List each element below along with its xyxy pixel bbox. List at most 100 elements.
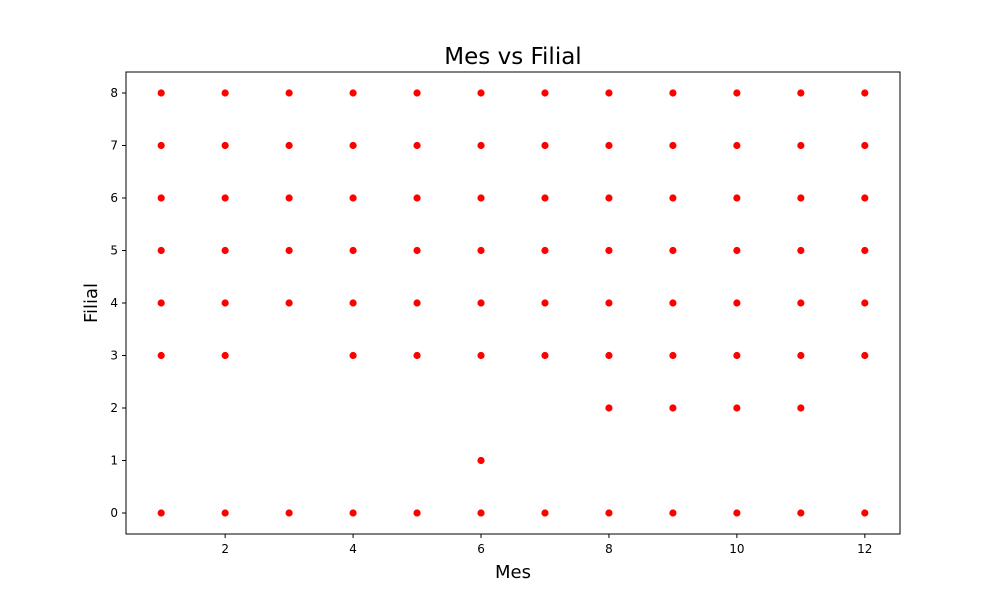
scatter-point: [285, 299, 293, 307]
scatter-point: [349, 509, 357, 517]
scatter-point: [349, 141, 357, 150]
y-tick-label: 2: [110, 401, 118, 415]
scatter-point: [477, 194, 485, 202]
scatter-point: [477, 509, 485, 517]
scatter-point: [221, 509, 229, 517]
y-tick-label: 3: [110, 349, 118, 363]
scatter-point: [349, 89, 357, 97]
y-tick-label: 7: [110, 139, 118, 153]
scatter-point: [221, 351, 229, 360]
scatter-point: [797, 246, 805, 255]
scatter-point: [541, 246, 549, 255]
scatter-point: [669, 299, 677, 307]
scatter-point: [477, 299, 485, 307]
y-tick-label: 8: [110, 86, 118, 100]
scatter-point: [733, 404, 741, 412]
scatter-point: [349, 299, 357, 307]
scatter-point: [861, 246, 869, 255]
x-axis-ticks: 2 4 6 8 10 12: [221, 534, 872, 556]
scatter-point: [477, 89, 485, 97]
scatter-point: [605, 141, 613, 150]
scatter-point: [285, 509, 293, 517]
x-tick-label: 2: [221, 542, 229, 556]
scatter-point: [733, 509, 741, 517]
scatter-point: [541, 194, 549, 202]
scatter-point: [605, 89, 613, 97]
scatter-point: [669, 509, 677, 517]
scatter-point: [157, 299, 165, 307]
y-tick-label: 0: [110, 506, 118, 520]
scatter-point: [605, 246, 613, 255]
scatter-point: [413, 246, 421, 255]
scatter-point: [413, 141, 421, 150]
scatter-points: [157, 89, 869, 517]
scatter-point: [477, 351, 485, 360]
scatter-point: [157, 509, 165, 517]
scatter-point: [157, 246, 165, 255]
scatter-point: [157, 351, 165, 360]
x-tick-label: 10: [729, 542, 744, 556]
scatter-point: [605, 404, 613, 412]
scatter-point: [285, 194, 293, 202]
scatter-point: [477, 246, 485, 255]
scatter-point: [541, 509, 549, 517]
scatter-point: [477, 141, 485, 150]
scatter-point: [861, 509, 869, 517]
scatter-point: [669, 141, 677, 150]
scatter-point: [541, 141, 549, 150]
scatter-point: [349, 246, 357, 255]
scatter-point: [861, 89, 869, 97]
scatter-point: [861, 299, 869, 307]
scatter-point: [541, 89, 549, 97]
scatter-point: [797, 299, 805, 307]
scatter-point: [669, 351, 677, 360]
scatter-point: [157, 194, 165, 202]
scatter-point: [797, 89, 805, 97]
y-tick-label: 6: [110, 191, 118, 205]
scatter-point: [221, 246, 229, 255]
scatter-point: [285, 246, 293, 255]
scatter-point: [413, 194, 421, 202]
scatter-point: [733, 141, 741, 150]
scatter-point: [285, 141, 293, 150]
scatter-point: [797, 404, 805, 412]
chart-title: Mes vs Filial: [444, 44, 581, 70]
x-axis-title: Mes: [495, 562, 531, 583]
scatter-point: [733, 299, 741, 307]
scatter-point: [605, 194, 613, 202]
scatter-point: [797, 141, 805, 150]
x-tick-label: 4: [349, 542, 357, 556]
scatter-point: [157, 141, 165, 150]
scatter-point: [605, 299, 613, 307]
scatter-point: [221, 89, 229, 97]
scatter-point: [669, 404, 677, 412]
scatter-point: [797, 351, 805, 360]
scatter-point: [413, 509, 421, 517]
y-tick-label: 1: [110, 454, 118, 468]
scatter-point: [733, 246, 741, 255]
scatter-point: [605, 351, 613, 360]
scatter-point: [861, 141, 869, 150]
scatter-point: [797, 509, 805, 517]
x-tick-label: 12: [857, 542, 872, 556]
scatter-point: [221, 194, 229, 202]
scatter-point: [221, 299, 229, 307]
scatter-point: [669, 194, 677, 202]
y-tick-label: 5: [110, 244, 118, 258]
scatter-point: [157, 89, 165, 97]
scatter-point: [413, 89, 421, 97]
x-tick-label: 8: [605, 542, 613, 556]
scatter-point: [605, 509, 613, 517]
scatter-point: [669, 246, 677, 255]
scatter-point: [349, 194, 357, 202]
scatter-point: [861, 194, 869, 202]
scatter-point: [349, 351, 357, 360]
scatter-point: [733, 351, 741, 360]
y-tick-label: 4: [110, 296, 118, 310]
scatter-point: [861, 351, 869, 360]
scatter-point: [541, 299, 549, 307]
scatter-point: [285, 89, 293, 97]
scatter-point: [733, 89, 741, 97]
